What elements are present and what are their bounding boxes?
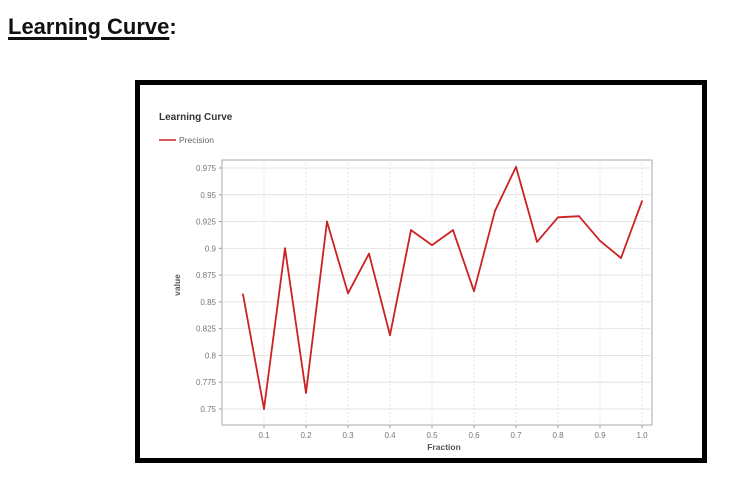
chart-frame: Learning Curve Precision 0.975 0.95 0.925 0… bbox=[135, 80, 707, 463]
data-point bbox=[515, 166, 517, 168]
x-tick-label: 0.2 bbox=[300, 431, 312, 440]
page-heading-text: Learning Curve bbox=[8, 14, 170, 39]
data-point bbox=[641, 200, 643, 203]
plot-area bbox=[221, 159, 653, 426]
x-tick-label: 0.7 bbox=[510, 431, 522, 440]
data-point bbox=[536, 241, 538, 243]
x-tick-label: 0.4 bbox=[384, 431, 396, 440]
data-point bbox=[410, 229, 412, 232]
x-tick-label: 0.5 bbox=[426, 431, 438, 440]
x-tick-label: 0.6 bbox=[468, 431, 480, 440]
y-tick-label: 0.975 bbox=[196, 164, 217, 173]
y-tick-label: 0.9 bbox=[205, 244, 217, 253]
data-point bbox=[347, 292, 349, 295]
y-tick-label: 0.925 bbox=[196, 218, 217, 227]
page-heading: Learning Curve: bbox=[8, 14, 177, 40]
y-tick-label: 0.75 bbox=[200, 405, 216, 414]
x-axis-ticks: 0.1 0.2 0.3 0.4 0.5 0.6 0.7 0.8 0.9 1.0 bbox=[258, 425, 648, 440]
y-tick-label: 0.8 bbox=[205, 351, 217, 360]
legend-label: Precision bbox=[179, 135, 214, 145]
data-point bbox=[326, 220, 328, 223]
y-axis-ticks: 0.975 0.95 0.925 0.9 0.875 0.85 0.825 0.8 0.775 0… bbox=[196, 164, 222, 414]
x-tick-label: 0.8 bbox=[552, 431, 564, 440]
x-tick-label: 0.9 bbox=[594, 431, 606, 440]
page-heading-colon: : bbox=[169, 14, 177, 39]
chart-title: Learning Curve bbox=[159, 112, 233, 123]
series-layer bbox=[242, 166, 643, 410]
data-point bbox=[242, 293, 244, 296]
data-point bbox=[494, 209, 496, 212]
x-tick-label: 0.3 bbox=[342, 431, 354, 440]
x-tick-label: 1.0 bbox=[636, 431, 648, 440]
y-tick-label: 0.875 bbox=[196, 271, 217, 280]
data-point bbox=[599, 239, 601, 242]
learning-curve-chart: Learning Curve Precision 0.9750.950.9250… bbox=[159, 112, 653, 452]
data-point bbox=[620, 257, 622, 259]
data-point bbox=[452, 229, 454, 232]
y-tick-label: 0.825 bbox=[196, 325, 217, 334]
data-point bbox=[557, 216, 559, 219]
x-tick-label: 0.1 bbox=[258, 431, 270, 440]
y-tick-label: 0.85 bbox=[200, 298, 216, 307]
series-line-precision bbox=[242, 166, 643, 410]
y-tick-label: 0.95 bbox=[200, 191, 216, 200]
y-axis-title: value bbox=[172, 274, 182, 296]
y-tick-label: 0.775 bbox=[196, 378, 217, 387]
data-point bbox=[578, 215, 580, 218]
data-point bbox=[431, 244, 433, 247]
x-axis-title: Fraction bbox=[427, 442, 461, 452]
data-point bbox=[473, 290, 475, 293]
data-point bbox=[389, 334, 391, 336]
data-point bbox=[368, 252, 370, 255]
data-point bbox=[263, 408, 265, 410]
data-point bbox=[305, 392, 307, 394]
data-point bbox=[284, 247, 286, 250]
